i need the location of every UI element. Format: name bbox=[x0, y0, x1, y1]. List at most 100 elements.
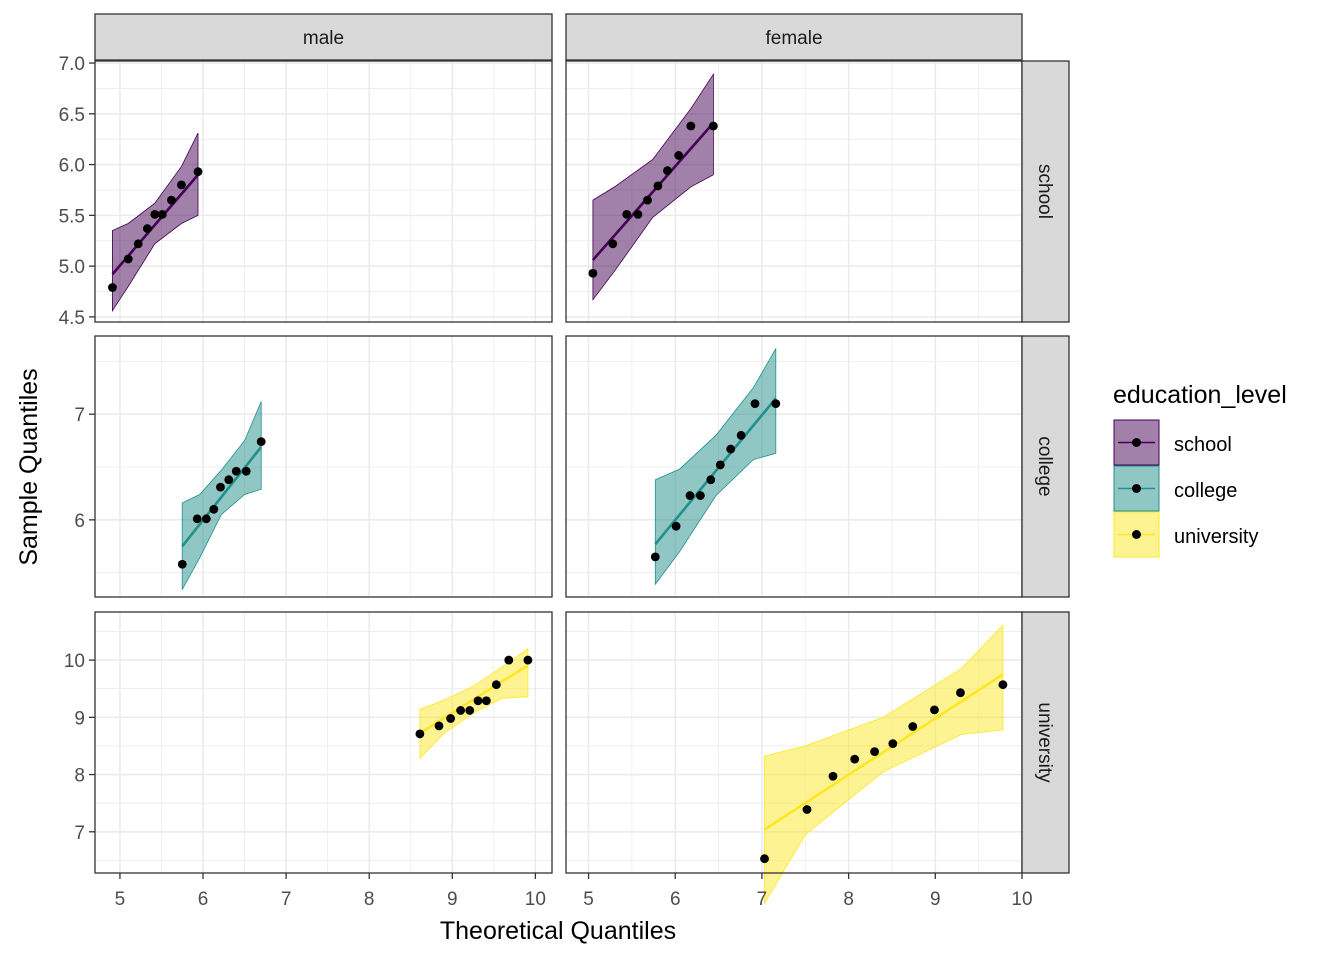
data-point bbox=[473, 696, 483, 706]
data-point bbox=[888, 739, 898, 749]
strip-male: male bbox=[94, 13, 553, 61]
panels-layer: 4.5 5.0 5.5 6.0 6.5 7.0 6 7 7 8 9 10 5 6 7 8 9 10 5 6 7 8 9 10 bbox=[59, 54, 1033, 910]
data-point bbox=[750, 399, 760, 409]
y-tick-label: 8 bbox=[74, 766, 85, 787]
data-point bbox=[157, 209, 167, 219]
data-point bbox=[108, 283, 117, 292]
data-point bbox=[142, 224, 152, 233]
x-tick-label: 10 bbox=[1011, 889, 1032, 910]
data-point bbox=[209, 504, 219, 514]
qq-reference-line bbox=[654, 397, 777, 545]
data-point bbox=[802, 805, 812, 814]
x-tick-label: 8 bbox=[843, 889, 854, 910]
y-tick-label: 6.5 bbox=[59, 105, 85, 126]
data-point bbox=[653, 181, 663, 191]
y-tick-label: 4.5 bbox=[59, 308, 85, 329]
legend-item-university: university bbox=[1113, 511, 1258, 558]
data-point bbox=[415, 729, 425, 739]
y-tick-label: 5.0 bbox=[59, 257, 85, 278]
confidence-band bbox=[592, 72, 714, 301]
data-female-university bbox=[760, 624, 1008, 905]
x-tick-label: 7 bbox=[281, 889, 292, 910]
data-point bbox=[671, 521, 681, 531]
data-point bbox=[908, 722, 918, 731]
data-point bbox=[643, 195, 652, 205]
data-point bbox=[608, 239, 618, 249]
panel-border bbox=[94, 335, 553, 598]
data-point bbox=[663, 166, 672, 176]
legend-label-school: school bbox=[1174, 434, 1232, 456]
data-point bbox=[491, 680, 501, 690]
legend-label-university: university bbox=[1174, 526, 1258, 548]
data-point bbox=[708, 121, 718, 131]
data-point bbox=[760, 854, 769, 864]
data-point bbox=[828, 771, 838, 781]
data-point bbox=[956, 688, 965, 698]
qq-reference-line bbox=[763, 673, 1004, 831]
strip-female: female bbox=[565, 13, 1023, 61]
data-point bbox=[231, 466, 241, 476]
data-point bbox=[523, 655, 533, 665]
confidence-band bbox=[112, 132, 199, 313]
strip-label-college: college bbox=[1034, 436, 1055, 496]
data-point bbox=[150, 209, 160, 219]
qq-reference-line bbox=[181, 446, 263, 548]
data-point bbox=[715, 460, 725, 470]
x-tick-label: 5 bbox=[115, 889, 126, 910]
panel-border bbox=[94, 60, 553, 323]
data-point bbox=[686, 121, 696, 131]
panel-background bbox=[95, 612, 552, 873]
data-female-school bbox=[588, 72, 718, 301]
data-point bbox=[633, 209, 643, 219]
data-point bbox=[850, 754, 860, 764]
x-tick-label: 9 bbox=[930, 889, 941, 910]
data-point bbox=[622, 209, 632, 219]
x-tick-label: 8 bbox=[364, 889, 375, 910]
x-tick-label: 5 bbox=[583, 889, 594, 910]
data-point bbox=[685, 491, 695, 500]
y-tick-label: 7.0 bbox=[59, 54, 85, 75]
x-tick-label: 6 bbox=[198, 889, 209, 910]
legend-item-college: college bbox=[1113, 465, 1237, 512]
data-male-university bbox=[415, 647, 533, 760]
x-tick-label: 6 bbox=[670, 889, 681, 910]
x-axis-title: Theoretical Quantiles bbox=[440, 917, 676, 945]
data-point bbox=[133, 239, 143, 249]
strip-college: college bbox=[1021, 335, 1070, 598]
data-point bbox=[177, 559, 187, 569]
data-point bbox=[870, 747, 880, 757]
y-tick-label: 5.5 bbox=[59, 206, 85, 227]
data-point bbox=[224, 475, 234, 485]
data-male-college bbox=[177, 401, 266, 590]
data-point bbox=[193, 167, 203, 177]
data-point bbox=[706, 475, 716, 485]
panel-male-college bbox=[95, 336, 552, 597]
y-tick-label: 9 bbox=[74, 708, 85, 729]
data-point bbox=[736, 430, 746, 440]
data-point bbox=[726, 444, 736, 454]
data-point bbox=[998, 680, 1008, 690]
data-point bbox=[177, 180, 186, 190]
data-point bbox=[434, 721, 444, 731]
data-point bbox=[446, 714, 456, 723]
data-point bbox=[650, 552, 660, 562]
legend-point-school bbox=[1132, 438, 1141, 447]
y-axis-title: Sample Quantiles bbox=[15, 368, 43, 565]
data-point bbox=[588, 268, 598, 278]
data-point bbox=[481, 696, 491, 706]
data-male-school bbox=[108, 132, 203, 313]
x-tick-label: 10 bbox=[525, 889, 546, 910]
data-point bbox=[504, 655, 514, 665]
data-point bbox=[123, 254, 133, 264]
data-point bbox=[771, 399, 781, 409]
strip-school: school bbox=[1021, 60, 1070, 323]
data-point bbox=[930, 705, 939, 715]
strip-label-male: male bbox=[303, 28, 344, 49]
data-point bbox=[465, 706, 475, 715]
legend-point-university bbox=[1132, 530, 1141, 539]
data-point bbox=[216, 482, 225, 492]
panel-background bbox=[95, 336, 552, 597]
panel-border bbox=[94, 611, 553, 874]
panel-female-college bbox=[566, 336, 1023, 597]
